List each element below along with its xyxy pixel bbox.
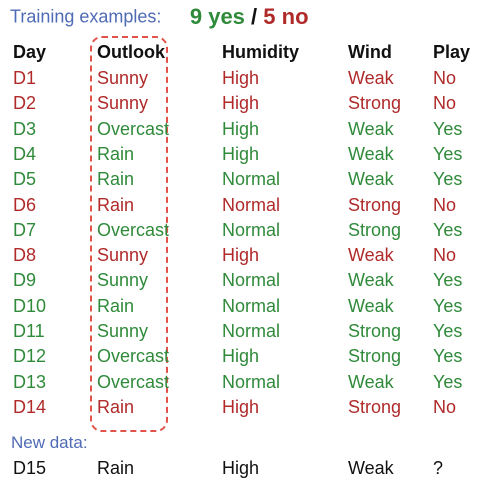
cell-humidity: High [222, 119, 260, 139]
cell-play: Yes [433, 144, 463, 164]
cell-wind: Weak [348, 119, 394, 139]
new-play: ? [433, 458, 444, 478]
training-examples-label: Training examples: [10, 6, 162, 27]
new-humidity: High [222, 458, 260, 478]
cell-play: No [433, 195, 457, 215]
cell-outlook: Rain [97, 296, 135, 316]
cell-wind: Strong [348, 321, 402, 341]
cell-humidity: Normal [222, 169, 281, 189]
cell-wind: Weak [348, 372, 394, 392]
cell-day: D13 [13, 372, 47, 392]
cell-play: Yes [433, 321, 463, 341]
cell-outlook: Overcast [97, 220, 170, 240]
cell-wind: Strong [348, 93, 402, 113]
cell-humidity: Normal [222, 220, 281, 240]
cell-humidity: High [222, 144, 260, 164]
cell-wind: Strong [348, 346, 402, 366]
outlook-column-highlight [90, 36, 168, 432]
title-line: Training examples: 9 yes / 5 no [10, 4, 309, 32]
cell-play: Yes [433, 296, 463, 316]
cell-play: Yes [433, 220, 463, 240]
cell-day: D9 [13, 270, 37, 290]
cell-outlook: Sunny [97, 270, 149, 290]
cell-play: Yes [433, 346, 463, 366]
header-day: Day [13, 42, 47, 62]
header-wind: Wind [348, 42, 392, 62]
cell-outlook: Overcast [97, 372, 170, 392]
cell-humidity: Normal [222, 270, 281, 290]
yes-count: 9 yes [189, 4, 245, 29]
cell-day: D8 [13, 245, 37, 265]
header-outlook: Outlook [97, 42, 165, 62]
no-count: 5 no [263, 4, 309, 29]
cell-outlook: Rain [97, 144, 135, 164]
new-day: D15 [13, 458, 47, 478]
cell-play: No [433, 397, 457, 417]
cell-day: D5 [13, 169, 37, 189]
cell-day: D7 [13, 220, 37, 240]
cell-day: D2 [13, 93, 37, 113]
cell-day: D6 [13, 195, 37, 215]
cell-play: Yes [433, 169, 463, 189]
cell-play: Yes [433, 270, 463, 290]
cell-outlook: Overcast [97, 119, 170, 139]
cell-humidity: Normal [222, 195, 281, 215]
cell-wind: Strong [348, 220, 402, 240]
cell-outlook: Rain [97, 195, 135, 215]
cell-play: Yes [433, 372, 463, 392]
cell-play: Yes [433, 119, 463, 139]
cell-humidity: High [222, 93, 260, 113]
cell-humidity: High [222, 346, 260, 366]
cell-day: D10 [13, 296, 47, 316]
cell-day: D11 [13, 321, 45, 341]
cell-wind: Weak [348, 296, 394, 316]
cell-outlook: Rain [97, 397, 135, 417]
cell-outlook: Sunny [97, 245, 149, 265]
new-wind: Weak [348, 458, 394, 478]
cell-day: D14 [13, 397, 47, 417]
cell-outlook: Rain [97, 169, 135, 189]
cell-humidity: High [222, 245, 260, 265]
cell-day: D4 [13, 144, 37, 164]
cell-humidity: Normal [222, 296, 281, 316]
cell-wind: Weak [348, 169, 394, 189]
cell-play: No [433, 245, 457, 265]
cell-play: No [433, 93, 457, 113]
cell-humidity: Normal [222, 372, 281, 392]
cell-outlook: Overcast [97, 346, 170, 366]
cell-wind: Strong [348, 397, 402, 417]
header-humidity: Humidity [222, 42, 300, 62]
cell-day: D1 [13, 68, 37, 88]
cell-outlook: Sunny [97, 93, 149, 113]
cell-wind: Weak [348, 245, 394, 265]
class-counts: 9 yes / 5 no [190, 4, 309, 29]
new-outlook: Rain [97, 458, 135, 478]
cell-humidity: Normal [222, 321, 281, 341]
header-play: Play [433, 42, 471, 62]
cell-outlook: Sunny [97, 68, 149, 88]
cell-day: D12 [13, 346, 47, 366]
cell-wind: Weak [348, 270, 394, 290]
cell-wind: Weak [348, 68, 394, 88]
cell-play: No [433, 68, 457, 88]
cell-day: D3 [13, 119, 37, 139]
cell-wind: Strong [348, 195, 402, 215]
new-data-label: New data: [11, 433, 88, 452]
cell-humidity: High [222, 68, 260, 88]
cell-outlook: Sunny [97, 321, 149, 341]
cell-humidity: High [222, 397, 260, 417]
count-separator: / [251, 4, 258, 29]
cell-wind: Weak [348, 144, 394, 164]
